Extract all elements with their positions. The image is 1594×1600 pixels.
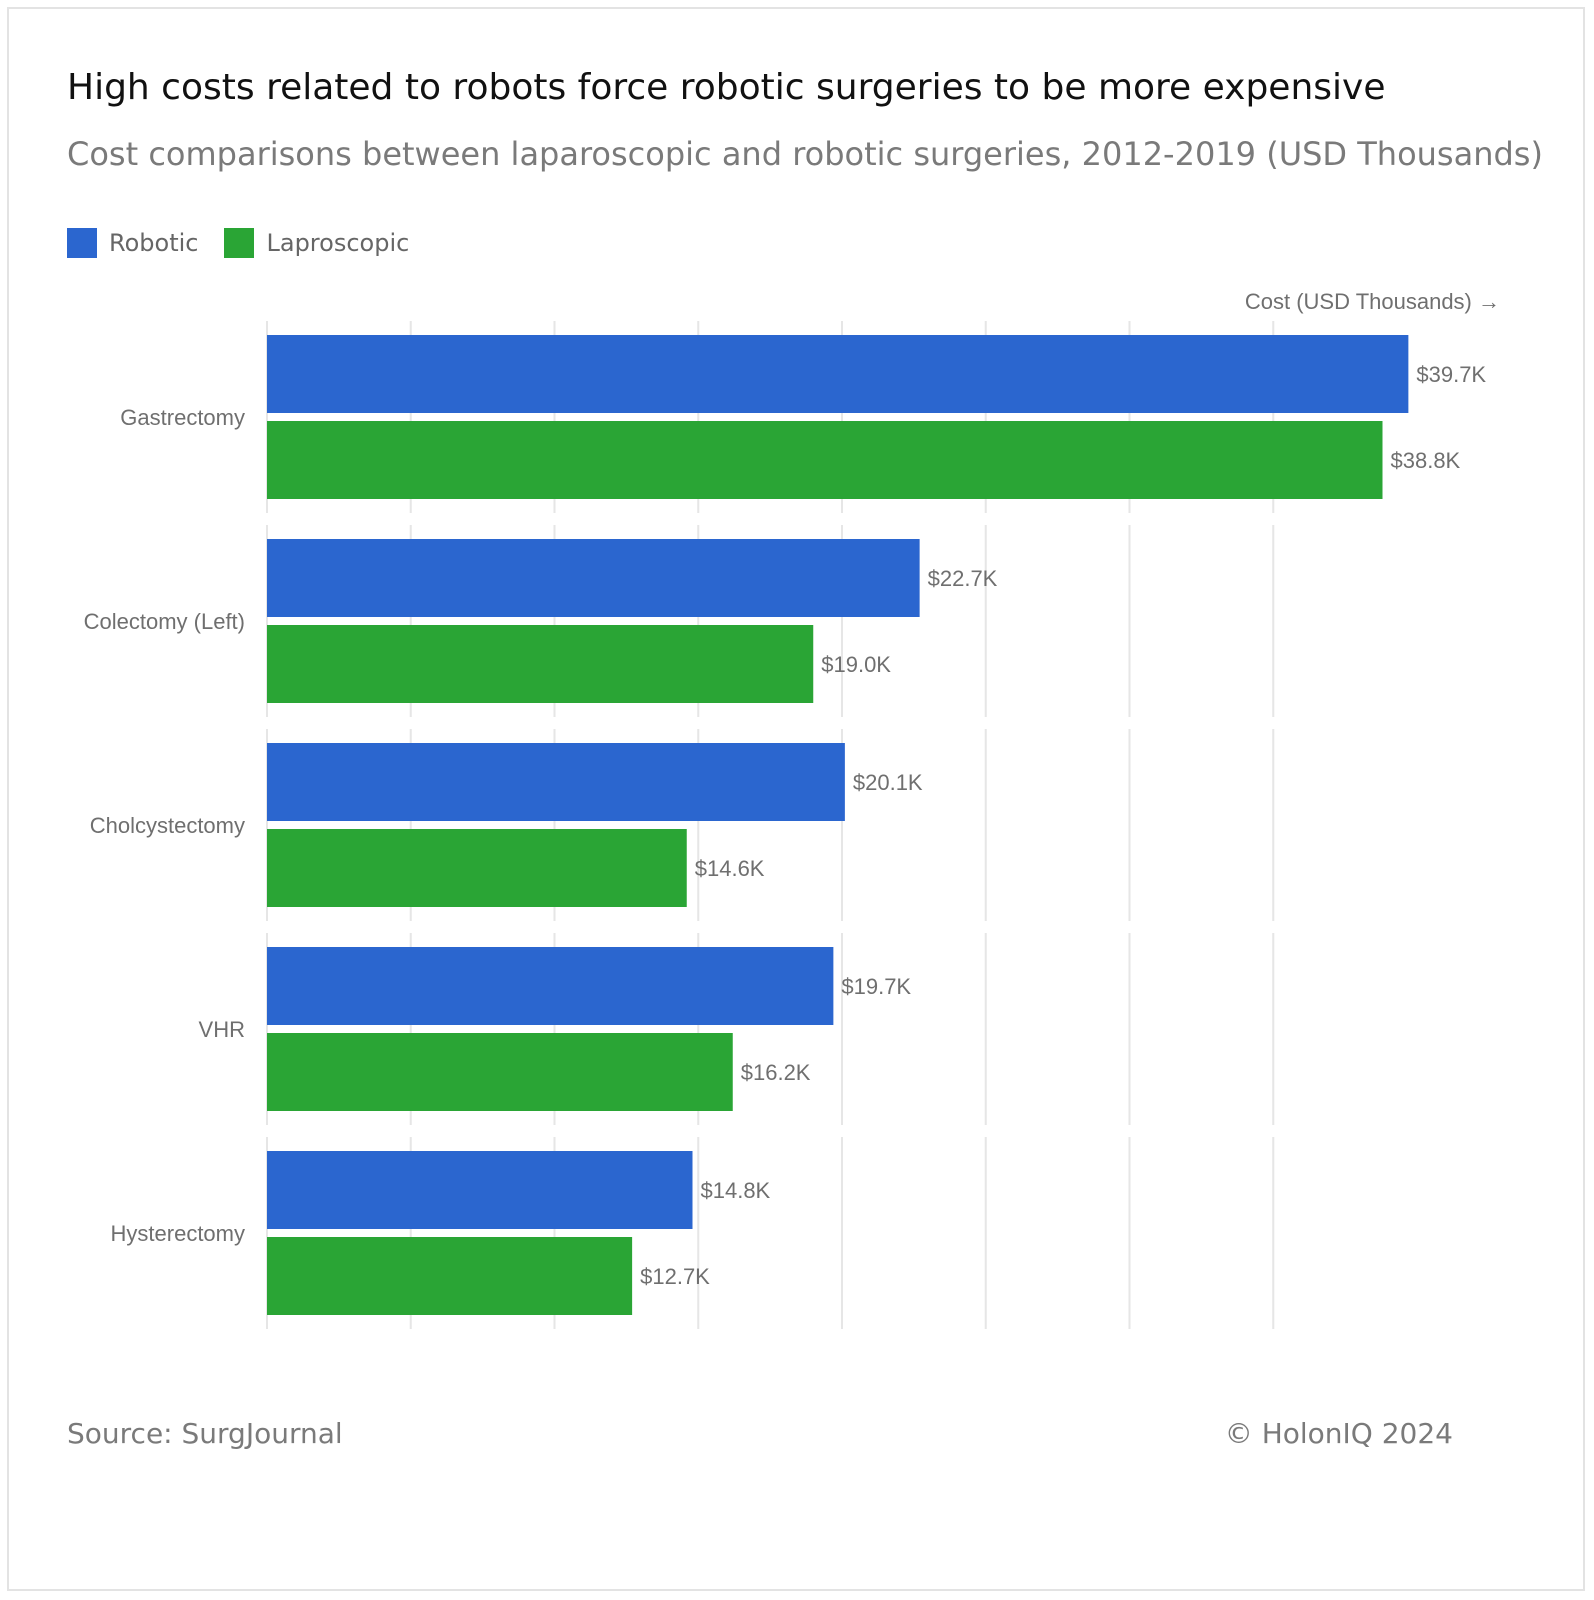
data-label: $20.1K (853, 770, 923, 795)
bar-laparoscopic (267, 1237, 633, 1315)
category-label: Cholcystectomy (90, 813, 245, 838)
chart-title: High costs related to robots force robot… (67, 67, 1386, 108)
bar-robotic (267, 1151, 693, 1229)
data-label: $39.7K (1416, 362, 1486, 387)
bar-laparoscopic (267, 1033, 733, 1111)
data-label: $14.8K (701, 1178, 771, 1203)
x-axis-title: Cost (USD Thousands) → (1245, 289, 1500, 314)
chart-card: High costs related to robots force robot… (7, 7, 1585, 1591)
category-label: Hysterectomy (111, 1221, 245, 1246)
bar-chart: Cost (USD Thousands) → Gastrectomy $39.7K $… (84, 289, 1500, 1329)
data-label: $22.7K (928, 566, 998, 591)
data-label: $12.7K (640, 1264, 710, 1289)
bar-robotic (267, 335, 1409, 413)
legend: Robotic Laproscopic (67, 227, 435, 259)
legend-swatch-laparoscopic (224, 228, 255, 258)
category-label: VHR (199, 1017, 245, 1042)
data-label: $14.6K (695, 856, 765, 881)
chart-subtitle: Cost comparisons between laparoscopic an… (67, 135, 1543, 173)
legend-item-robotic: Robotic (67, 228, 198, 258)
bar-laparoscopic (267, 625, 814, 703)
data-label: $19.7K (841, 974, 911, 999)
bar-laparoscopic (267, 829, 687, 907)
category-label: Gastrectomy (120, 405, 245, 430)
data-label: $19.0K (821, 652, 891, 677)
legend-label-laparoscopic: Laproscopic (266, 229, 410, 257)
bar-robotic (267, 947, 834, 1025)
copyright-note: © HolonIQ 2024 (1224, 1417, 1453, 1450)
legend-item-laparoscopic: Laproscopic (224, 228, 409, 258)
category-label: Colectomy (Left) (84, 609, 245, 634)
data-label: $16.2K (741, 1060, 811, 1085)
legend-label-robotic: Robotic (109, 229, 199, 257)
bar-laparoscopic (267, 421, 1383, 499)
data-label: $38.8K (1391, 448, 1461, 473)
source-note: Source: SurgJournal (67, 1417, 343, 1450)
bar-robotic (267, 743, 845, 821)
bar-robotic (267, 539, 920, 617)
legend-swatch-robotic (67, 228, 97, 258)
